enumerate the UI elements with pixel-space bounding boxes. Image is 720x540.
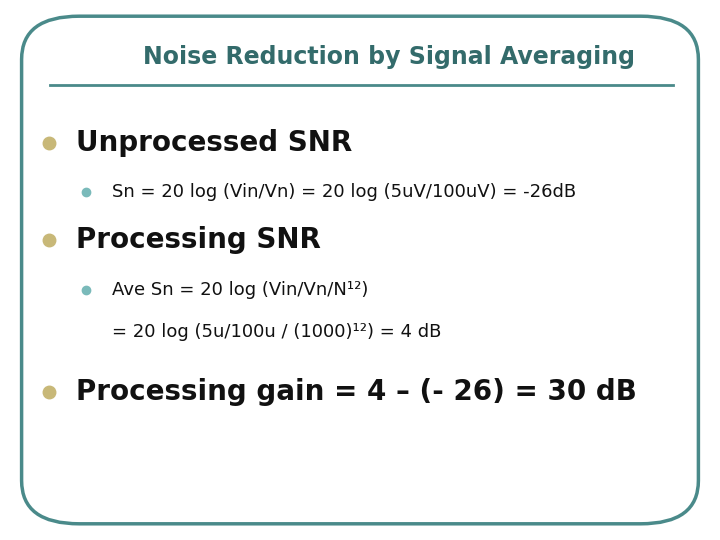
Text: Processing SNR: Processing SNR <box>76 226 320 254</box>
FancyBboxPatch shape <box>22 16 698 524</box>
Text: = 20 log (5u/100u / (1000)¹²) = 4 dB: = 20 log (5u/100u / (1000)¹²) = 4 dB <box>112 323 441 341</box>
Text: Noise Reduction by Signal Averaging: Noise Reduction by Signal Averaging <box>143 45 635 69</box>
Text: Ave Sn = 20 log (Vin/Vn/N¹²): Ave Sn = 20 log (Vin/Vn/N¹²) <box>112 281 368 299</box>
Text: Unprocessed SNR: Unprocessed SNR <box>76 129 352 157</box>
Text: Sn = 20 log (Vin/Vn) = 20 log (5uV/100uV) = -26dB: Sn = 20 log (Vin/Vn) = 20 log (5uV/100uV… <box>112 183 576 201</box>
Text: Processing gain = 4 – (- 26) = 30 dB: Processing gain = 4 – (- 26) = 30 dB <box>76 377 636 406</box>
